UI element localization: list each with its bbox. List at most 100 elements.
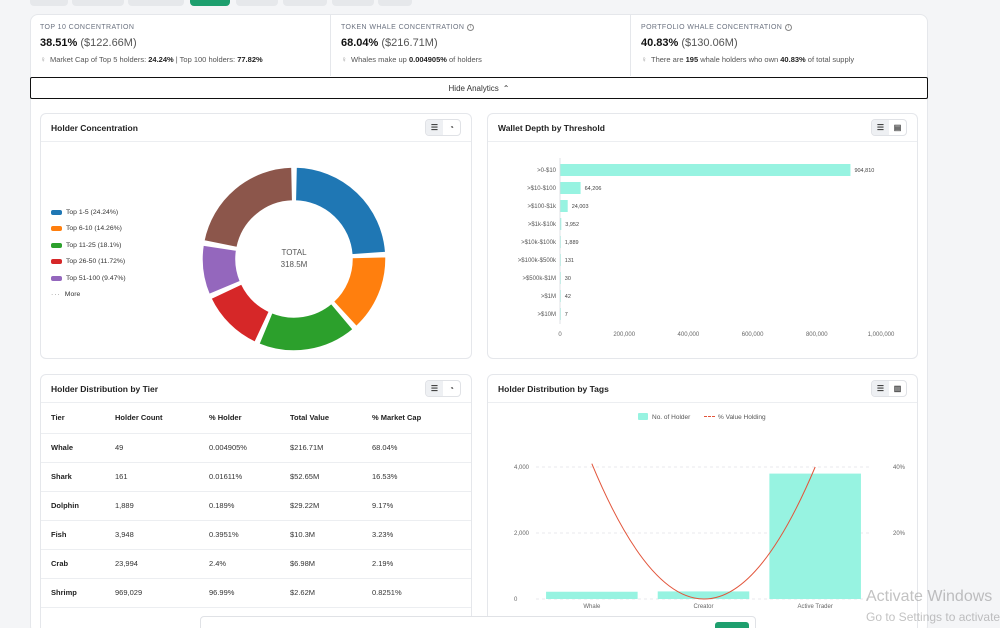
panel-title: Holder Distribution by Tags [498,383,609,394]
x-tick-label: 0 [558,332,562,338]
x-tick-label: 600,000 [742,332,764,338]
donut-slice [210,283,271,344]
bar-chart-icon[interactable]: ▥ [893,384,902,393]
legend-swatch [51,242,62,248]
col-header[interactable]: % Market Cap [362,403,471,434]
table-row[interactable]: Dolphin 1,889 0.189% $29.22M 9.17% [41,491,471,521]
legend-item[interactable]: Top 6-10 (14.26%) [51,221,126,238]
donut-slice [332,255,387,328]
donut-slice [258,302,355,352]
legend-item[interactable]: Top 11-25 (18.1%) [51,237,126,254]
x-tick-label: 800,000 [806,332,828,338]
stat-note: ♀ Market Cap of Top 5 holders: 24.24% | … [40,54,263,64]
bar [560,290,561,302]
col-header[interactable]: Total Value [280,403,362,434]
tab-holders[interactable] [190,0,230,6]
holder-tags-chart: No. of Holder % Value Holding 0 2,000 4,000 2… [514,413,906,610]
activate-windows-watermark: Activate Windows [866,588,993,605]
legend-more[interactable]: ··· More [51,291,81,299]
holder-concentration-panel: Holder Concentration ☰ ◔ Top 1-5 (24.24%… [40,113,472,359]
hide-analytics-button[interactable]: Hide Analytics ⌃ [30,77,928,99]
stat-title: TOP 10 CONCENTRATION [40,24,135,31]
stat-note: ♀ There are 195 whale holders who own 40… [641,54,855,64]
bar-category-label: >$10M [537,312,556,318]
bar-chart-icon[interactable]: ▤ [893,123,902,132]
info-icon[interactable]: i [785,24,793,31]
table-row[interactable]: Crab 23,994 2.4% $6.98M 2.19% [41,549,471,579]
info-icon[interactable]: i [467,24,475,31]
bottom-action-button[interactable] [715,622,749,628]
x-tick-label: 400,000 [678,332,700,338]
stat-value: 68.04% ($216.71M) [341,37,438,49]
table-header-row: Tier Holder Count % Holder Total Value %… [41,403,471,434]
bar-category-label: >$10k-$100k [521,240,557,246]
bar [560,164,851,176]
more-dots-icon: ··· [51,291,61,299]
table-row[interactable]: Shrimp 969,029 96.99% $2.62M 0.8251% [41,578,471,608]
tab-3[interactable] [128,0,184,6]
bar [560,308,561,320]
view-toggle: ☰ ◔ [425,119,461,136]
bar-value-label: 24,003 [572,204,589,210]
bar [560,182,581,194]
table-row[interactable]: Fish 3,948 0.3951% $10.3M 3.23% [41,520,471,550]
bar [560,272,561,284]
tab-6[interactable] [283,0,327,6]
bar-category-label: >$10-$100 [527,186,557,192]
tab-2[interactable] [72,0,124,6]
y-right-tick-label: 20% [893,531,906,537]
holder-tags-panel: Holder Distribution by Tags ☰ ▥ No. of H… [487,374,918,628]
x-tick-label: 1,000,000 [868,332,895,338]
bar-category-label: >$100k-$500k [518,258,557,264]
bottom-input-bar[interactable] [200,616,756,628]
bulb-icon: ♀ [40,54,46,64]
legend-swatch [51,275,62,281]
col-header[interactable]: Tier [41,403,105,434]
bar-value-label: 64,206 [585,186,602,192]
activate-windows-subtext: Go to Settings to activate Windows. [866,610,1000,624]
bar-value-label: 904,810 [854,168,874,174]
hide-analytics-label: Hide Analytics [448,83,499,93]
table-row[interactable]: Whale 49 0.004905% $216.71M 68.04% [41,433,471,463]
list-view-icon[interactable]: ☰ [872,120,889,135]
pie-view-icon[interactable]: ◔ [449,384,454,393]
top-tabs [0,0,1000,10]
list-view-icon[interactable]: ☰ [426,120,443,135]
bar-value-label: 1,889 [565,240,579,246]
table-row[interactable]: Shark 161 0.01611% $52.65M 16.53% [41,462,471,492]
bar [560,236,561,248]
tab-1[interactable] [30,0,68,6]
list-view-icon[interactable]: ☰ [426,381,443,396]
view-toggle: ☰ ▤ [871,119,907,136]
y-right-tick-label: 40% [893,465,906,471]
tab-8[interactable] [378,0,412,6]
legend-item[interactable]: Top 26-50 (11.72%) [51,254,126,271]
pie-view-icon[interactable]: ◔ [449,123,454,132]
panel-title: Holder Concentration [51,122,138,133]
col-header[interactable]: Holder Count [105,403,199,434]
x-tick-label: Whale [583,604,601,610]
bar [657,591,750,599]
stat-title: TOKEN WHALE CONCENTRATION i [341,24,619,31]
stat-top10: TOP 10 CONCENTRATION 38.51% ($122.66M) ♀… [30,14,329,76]
bar [769,473,861,599]
donut-center-label: TOTAL [281,248,307,257]
bar [560,200,568,212]
donut-slice [294,166,387,256]
list-view-icon[interactable]: ☰ [872,381,889,396]
bar-value-label: 42 [565,294,571,300]
tab-7[interactable] [332,0,374,6]
view-toggle: ☰ ▥ [871,380,907,397]
stat-portfolio-whale: PORTFOLIO WHALE CONCENTRATION i 40.83% ($… [630,14,929,76]
legend-swatch [51,259,62,265]
panel-title: Holder Distribution by Tier [51,383,159,394]
y-left-tick-label: 4,000 [514,465,530,471]
legend-item[interactable]: Top 51-100 (9.47%) [51,270,126,287]
bar-category-label: >$1k-$10k [528,222,557,228]
legend-label: No. of Holder [652,414,691,421]
legend-item[interactable]: Top 1-5 (24.24%) [51,204,126,221]
bar-category-label: >$500k-$1M [522,276,556,282]
col-header[interactable]: % Holder [199,403,280,434]
tab-5[interactable] [236,0,278,6]
panel-title: Wallet Depth by Threshold [498,122,605,133]
